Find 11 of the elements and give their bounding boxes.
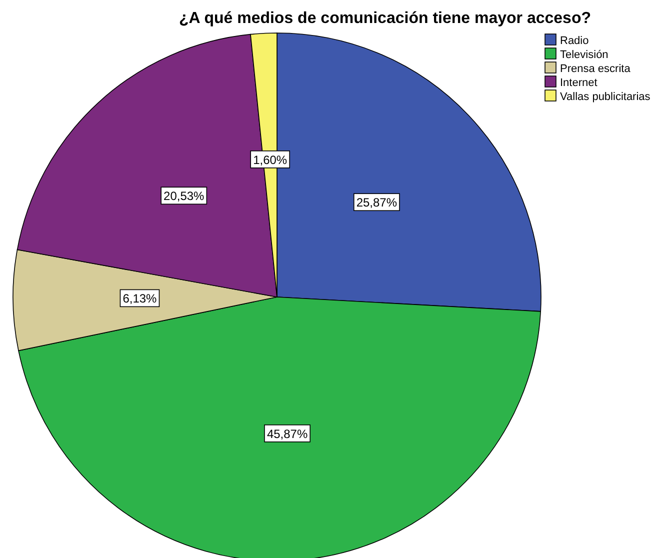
legend-label: Televisión: [560, 49, 608, 61]
data-label: 6,13%: [122, 292, 158, 306]
legend-label: Internet: [560, 77, 598, 89]
chart-title: ¿A qué medios de comunicación tiene mayor acceso?: [179, 10, 591, 27]
legend-label: Vallas publicitarias: [560, 91, 651, 103]
data-label: 45,87%: [266, 426, 308, 441]
data-label: 1,60%: [253, 152, 288, 167]
data-label: 25,87%: [356, 196, 398, 210]
legend-label: Radio: [560, 35, 589, 47]
data-label: 20,53%: [164, 189, 205, 204]
legend-label: Prensa escrita: [560, 63, 632, 75]
